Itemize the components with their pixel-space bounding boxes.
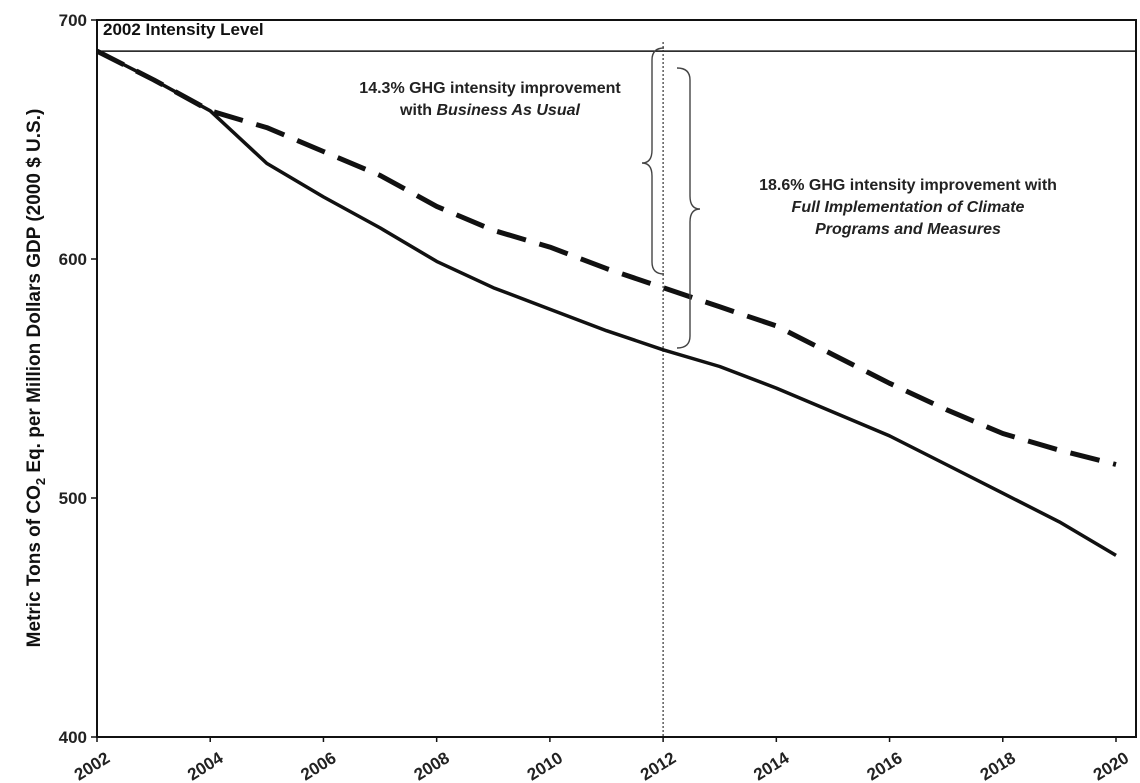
x-tick-label: 2020 [1090, 748, 1132, 783]
plot-frame [96, 19, 1137, 738]
annotation-text-segment: Business As Usual [436, 102, 580, 119]
y-axis-title: Metric Tons of CO2 Eq. per Million Dolla… [24, 109, 48, 648]
annotation-text-segment: Full Implementation of Climate [792, 199, 1025, 216]
x-tick-label: 2012 [637, 748, 679, 783]
annotation-text-segment: with [399, 102, 436, 119]
x-axis-ticks: 2002 2004 2006 2008 2010 2012 2014 2016 2018 2020 [71, 737, 1132, 783]
y-tick-label: 600 [59, 250, 87, 269]
y-axis-title-subscript: 2 [33, 478, 48, 485]
annotation-text-segment: 18.6% GHG intensity improvement with [759, 177, 1057, 194]
y-tick-label: 400 [59, 728, 87, 747]
y-axis-title-part-2: Eq. per Million Dollars GDP (2000 $ U.S.… [24, 109, 45, 478]
x-tick-label: 2018 [977, 748, 1019, 783]
intensity-level-label: 2002 Intensity Level [103, 20, 264, 39]
x-tick-label: 2004 [184, 748, 227, 783]
x-tick-label: 2002 [71, 748, 113, 783]
x-tick-label: 2006 [297, 748, 339, 783]
x-tick-label: 2010 [524, 748, 566, 783]
y-tick-label: 500 [59, 489, 87, 508]
annotation-text-segment: 14.3% GHG intensity improvement [359, 80, 621, 97]
series-layer [95, 48, 1117, 557]
x-tick-label: 2016 [864, 748, 906, 783]
full-implementation-line [96, 49, 1117, 557]
annotation-text-segment: Programs and Measures [815, 221, 1001, 238]
bau-improvement-brace [641, 47, 665, 275]
y-tick-label: 700 [59, 11, 87, 30]
business-as-usual-line [95, 48, 1117, 467]
y-axis-title-part-1: Metric Tons of CO [24, 485, 45, 647]
x-tick-label: 2014 [750, 748, 793, 783]
x-tick-label: 2008 [411, 748, 453, 783]
full-implementation-brace [676, 67, 701, 349]
y-axis-ticks: 400 500 600 700 [59, 11, 97, 747]
full-implementation-annotation: 18.6% GHG intensity improvement with Full… [759, 177, 1057, 238]
bau-improvement-annotation: 14.3% GHG intensity improvement with Busi… [359, 80, 621, 119]
